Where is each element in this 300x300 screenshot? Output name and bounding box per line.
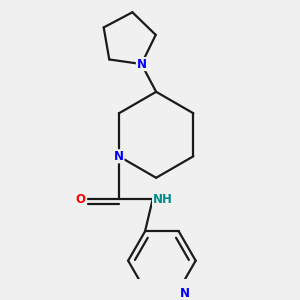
- Text: O: O: [76, 193, 85, 206]
- Text: N: N: [136, 58, 146, 70]
- Text: N: N: [180, 286, 190, 299]
- Text: N: N: [114, 150, 124, 163]
- Text: NH: NH: [153, 193, 172, 206]
